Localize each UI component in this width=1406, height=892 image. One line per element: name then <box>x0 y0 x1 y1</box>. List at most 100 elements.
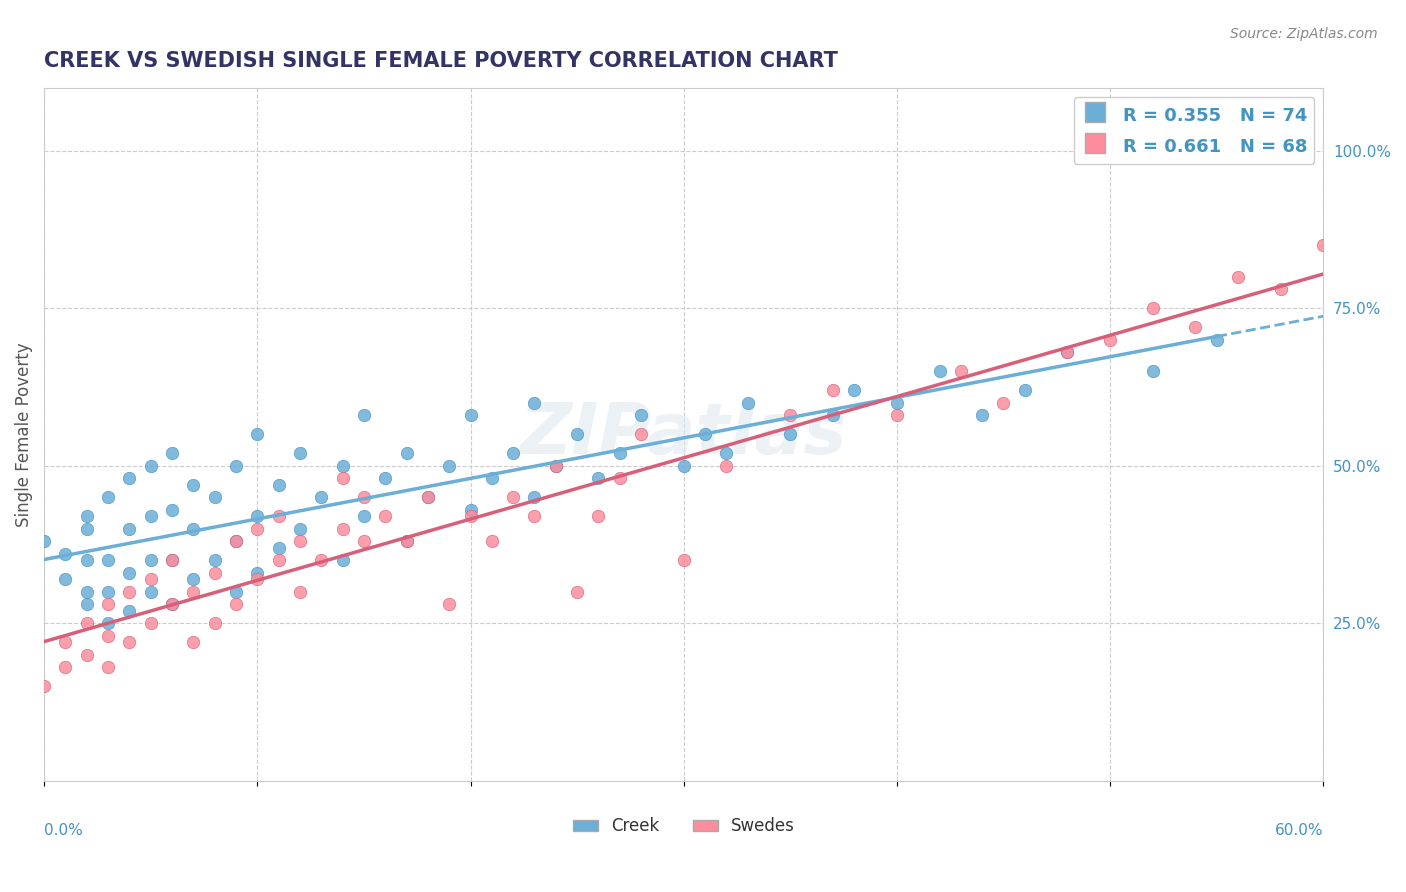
Point <box>395 534 418 549</box>
Point <box>309 490 332 504</box>
Point <box>1142 364 1164 378</box>
Point <box>288 585 311 599</box>
Point <box>332 458 354 473</box>
Point <box>32 534 55 549</box>
Point <box>1099 333 1122 347</box>
Point <box>1270 282 1292 296</box>
Point <box>118 566 141 580</box>
Point <box>160 598 183 612</box>
Point <box>332 471 354 485</box>
Point <box>395 446 418 460</box>
Point <box>97 490 120 504</box>
Point <box>1142 301 1164 315</box>
Point <box>118 585 141 599</box>
Point <box>55 660 77 674</box>
Point <box>693 427 716 442</box>
Point <box>97 598 120 612</box>
Point <box>630 409 652 423</box>
Point <box>928 364 950 378</box>
Point <box>779 427 801 442</box>
Point <box>821 383 844 397</box>
Point <box>716 458 738 473</box>
Point <box>225 534 247 549</box>
Point <box>97 585 120 599</box>
Point <box>1056 345 1078 359</box>
Point <box>565 427 588 442</box>
Point <box>1312 238 1334 252</box>
Point <box>225 458 247 473</box>
Point <box>118 635 141 649</box>
Point <box>76 616 98 631</box>
Legend: Creek, Swedes: Creek, Swedes <box>567 811 801 842</box>
Point <box>1227 269 1250 284</box>
Point <box>246 566 269 580</box>
Point <box>97 660 120 674</box>
Point <box>374 509 396 524</box>
Point <box>118 522 141 536</box>
Point <box>160 553 183 567</box>
Point <box>204 490 226 504</box>
Point <box>267 553 290 567</box>
Point <box>183 585 205 599</box>
Point <box>437 458 460 473</box>
Text: 60.0%: 60.0% <box>1275 822 1323 838</box>
Point <box>267 477 290 491</box>
Point <box>523 509 546 524</box>
Point <box>672 458 695 473</box>
Point <box>139 509 162 524</box>
Point <box>460 509 482 524</box>
Point <box>502 446 524 460</box>
Point <box>395 534 418 549</box>
Point <box>460 409 482 423</box>
Point <box>139 616 162 631</box>
Point <box>76 553 98 567</box>
Point <box>139 585 162 599</box>
Point <box>55 635 77 649</box>
Point <box>779 409 801 423</box>
Point <box>97 629 120 643</box>
Point <box>183 522 205 536</box>
Point <box>353 490 375 504</box>
Point <box>267 509 290 524</box>
Point <box>886 395 908 409</box>
Point <box>481 471 503 485</box>
Point <box>204 553 226 567</box>
Point <box>76 598 98 612</box>
Point <box>76 585 98 599</box>
Point <box>737 395 759 409</box>
Point <box>523 490 546 504</box>
Text: CREEK VS SWEDISH SINGLE FEMALE POVERTY CORRELATION CHART: CREEK VS SWEDISH SINGLE FEMALE POVERTY C… <box>44 51 838 70</box>
Point <box>374 471 396 485</box>
Point <box>309 553 332 567</box>
Point <box>76 522 98 536</box>
Point <box>332 522 354 536</box>
Point <box>544 458 567 473</box>
Point <box>481 534 503 549</box>
Text: Source: ZipAtlas.com: Source: ZipAtlas.com <box>1230 27 1378 41</box>
Point <box>246 572 269 586</box>
Point <box>332 553 354 567</box>
Point <box>139 553 162 567</box>
Point <box>1354 257 1376 271</box>
Point <box>523 395 546 409</box>
Point <box>139 572 162 586</box>
Point <box>588 509 610 524</box>
Point <box>246 522 269 536</box>
Point <box>183 477 205 491</box>
Point <box>609 471 631 485</box>
Point <box>544 458 567 473</box>
Point <box>76 509 98 524</box>
Point <box>821 409 844 423</box>
Point <box>288 446 311 460</box>
Point <box>565 585 588 599</box>
Point <box>160 553 183 567</box>
Point <box>1014 383 1036 397</box>
Point <box>844 383 866 397</box>
Point <box>972 409 994 423</box>
Point <box>416 490 439 504</box>
Point <box>160 503 183 517</box>
Point <box>246 509 269 524</box>
Point <box>1205 333 1227 347</box>
Point <box>672 553 695 567</box>
Point <box>993 395 1015 409</box>
